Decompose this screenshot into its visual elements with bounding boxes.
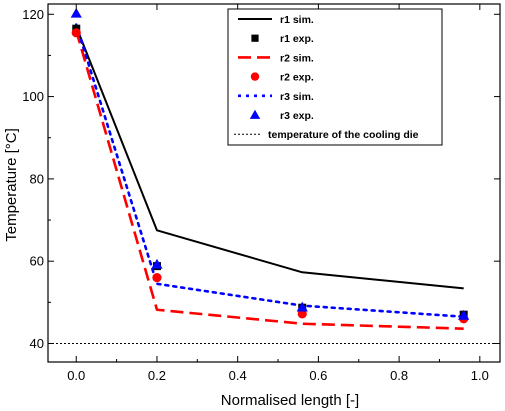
legend-label-r3-exp: r3 exp.: [280, 110, 314, 122]
x-tick-label: 0.4: [229, 368, 247, 383]
data-point-r3-exp: [151, 258, 163, 269]
legend-label-r2-exp: r2 exp.: [280, 72, 314, 84]
x-tick-label: 0.6: [309, 368, 327, 383]
legend-label-r2-sim: r2 sim.: [280, 52, 314, 64]
y-tick-label: 40: [30, 336, 44, 351]
y-tick-label: 60: [30, 254, 44, 269]
legend-swatch-r1-exp: [251, 34, 259, 42]
x-tick-label: 0.0: [67, 368, 85, 383]
data-layer: [48, 7, 500, 344]
data-point-r2-exp: [297, 309, 307, 319]
legend-label-r1-sim: r1 sim.: [280, 14, 314, 26]
x-tick-label: 0.8: [390, 368, 408, 383]
y-axis-label: Temperature [°C]: [3, 128, 20, 242]
legend: r1 sim. r1 exp. r2 sim. r2 exp. r3 sim. r3 ex…: [227, 8, 443, 146]
y-tick-label: 120: [22, 7, 44, 22]
axes-layer: 0.0 0.2 0.4 0.6 0.8 1.0 40 60 80 100 120: [22, 3, 501, 383]
series-line-r2-sim: [75, 30, 464, 330]
x-tick-label: 1.0: [471, 368, 489, 383]
data-point-r3-exp: [70, 7, 82, 18]
data-point-r3-exp: [296, 301, 308, 312]
legend-box: [227, 8, 443, 146]
data-point-r3-exp: [458, 309, 470, 320]
y-tick-label: 80: [30, 171, 44, 186]
series-line-r3-sim: [74, 23, 465, 319]
x-tick-label: 0.2: [148, 368, 166, 383]
data-point-r2-exp: [71, 28, 81, 38]
legend-swatch-r3-exp: [249, 109, 261, 119]
data-point-r2-exp: [152, 273, 162, 283]
y-tick-label: 100: [22, 89, 44, 104]
plot-frame: [47, 3, 501, 363]
series-line-r1-sim: [75, 26, 464, 290]
legend-swatch-r2-exp: [250, 72, 260, 81]
legend-label-r1-exp: r1 exp.: [280, 33, 314, 45]
legend-label-r3-sim: r3 sim.: [280, 91, 314, 103]
legend-label-temperature-of-the-cooling-die: temperature of the cooling die: [268, 129, 419, 141]
x-axis-label: Normalised length [-]: [221, 392, 359, 409]
